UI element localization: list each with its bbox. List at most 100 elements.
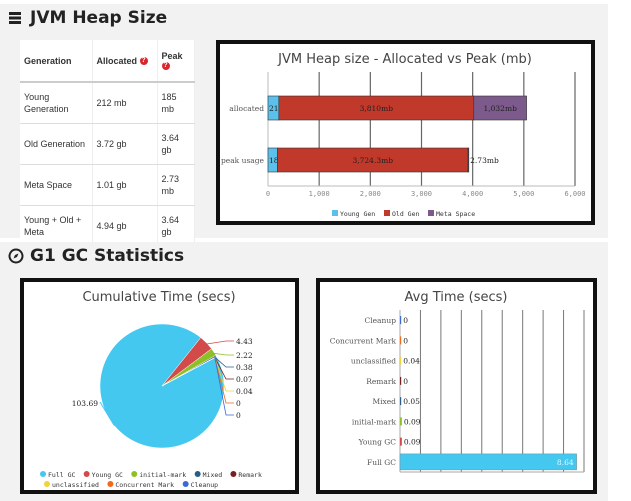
bar-segment[interactable]	[467, 147, 470, 173]
category-label: Remark	[366, 377, 396, 386]
leader-line	[212, 352, 234, 356]
category-label: initial-mark	[352, 417, 397, 426]
slice-label: 0	[236, 399, 241, 408]
gc-title: G1 GC Statistics	[30, 246, 185, 266]
data-label: 0.09	[404, 417, 421, 426]
category-label: allocated	[229, 104, 264, 113]
legend-label: Remark	[238, 471, 262, 479]
chart-title: JVM Heap size - Allocated vs Peak (mb)	[277, 52, 532, 67]
bar[interactable]	[400, 356, 402, 365]
bar-segment[interactable]	[277, 147, 469, 173]
category-label: unclassified	[351, 357, 396, 366]
bar[interactable]	[399, 453, 577, 471]
leader-line	[214, 357, 234, 392]
bar-segment[interactable]	[278, 95, 475, 121]
leader-line	[214, 356, 234, 368]
heap-chart-svg: JVM Heap size - Allocated vs Peak (mb) 0 1…	[221, 52, 586, 218]
legend-label: Full GC	[48, 471, 75, 479]
table-row: Old Generation 3.72 gb 3.64 gb	[20, 123, 195, 165]
x-tick-label: 6,000	[564, 190, 585, 198]
bar[interactable]	[400, 336, 402, 345]
slice-label: 0.38	[236, 363, 253, 372]
legend-swatch	[332, 210, 338, 216]
heap-table: Generation Allocated ? Peak? Young Gener…	[20, 40, 195, 247]
slice-label: 2.22	[236, 351, 253, 360]
legend-label: initial-mark	[139, 471, 186, 479]
legend-swatch	[83, 471, 90, 477]
table-row: Young Generation 212 mb 185 mb	[20, 82, 195, 124]
data-label: 0.05	[403, 397, 420, 406]
category-label: Concurrent Mark	[330, 336, 397, 345]
col-generation: Generation	[20, 40, 93, 83]
category-label: Cleanup	[364, 316, 396, 325]
legend-label: Mixed	[203, 471, 223, 479]
legend-label: Old Gen	[392, 210, 419, 218]
category-label: Full GC	[367, 458, 396, 467]
data-label: 8.64	[557, 458, 574, 467]
pie-slice[interactable]	[161, 356, 218, 387]
x-tick-label: 5,000	[513, 190, 534, 198]
legend-swatch	[44, 481, 50, 487]
col-allocated: Allocated ?	[92, 40, 158, 83]
x-tick-label: 4,000	[462, 190, 483, 198]
legend-swatch	[194, 471, 201, 477]
slice-label: 4.43	[236, 337, 253, 346]
legend-swatch	[131, 471, 138, 477]
heap-section-title: JVM Heap Size	[8, 8, 167, 28]
data-label: 0	[403, 336, 408, 345]
heap-title: JVM Heap Size	[30, 8, 168, 28]
table-row: Meta Space 1.01 gb 2.73 mb	[20, 164, 195, 206]
legend-swatch	[107, 481, 114, 487]
data-label: 3,810mb	[360, 104, 394, 113]
leader-line	[214, 357, 234, 380]
legend-swatch	[428, 210, 434, 216]
legend-label: Concurrent Mark	[115, 481, 174, 489]
chart-title: Avg Time (secs)	[405, 290, 508, 305]
gc-section-title: G1 GC Statistics	[8, 246, 184, 266]
category-label: peak usage	[221, 156, 265, 165]
x-tick-label: 2,000	[360, 190, 381, 198]
data-label: 2.73mb	[470, 156, 499, 165]
compass-icon	[8, 248, 24, 264]
cumulative-time-svg: Cumulative Time (secs) 103.69 4.43 2.22 0.38…	[40, 290, 262, 489]
data-label: 0.04	[403, 357, 420, 366]
data-label: 0.09	[404, 438, 421, 447]
leader-line	[214, 357, 234, 404]
help-icon[interactable]: ?	[161, 62, 170, 71]
server-icon	[9, 12, 21, 24]
legend-label: Meta Space	[436, 210, 475, 218]
x-tick-label: 3,000	[411, 190, 432, 198]
legend-swatch	[182, 481, 189, 487]
bar-segment[interactable]	[473, 95, 527, 121]
chart-title: Cumulative Time (secs)	[82, 290, 235, 305]
slice-label: 0.04	[236, 387, 253, 396]
legend-swatch	[40, 471, 46, 477]
slice-label: 0.07	[236, 375, 253, 384]
data-label: 1,032mb	[483, 104, 517, 113]
col-peak: Peak?	[157, 40, 195, 83]
data-label: 0	[403, 316, 408, 325]
bar[interactable]	[400, 316, 402, 325]
legend-label: Young GC	[92, 471, 123, 479]
heap-chart: JVM Heap size - Allocated vs Peak (mb) 0 1…	[216, 40, 595, 225]
data-label: 0	[403, 377, 408, 386]
category-label: Mixed	[372, 397, 396, 406]
bar[interactable]	[400, 376, 402, 385]
bar[interactable]	[400, 417, 402, 426]
bar[interactable]	[400, 397, 402, 406]
x-tick-label: 1,000	[309, 190, 330, 198]
category-label: Young GC	[358, 438, 397, 447]
slice-label: 103.69	[72, 399, 98, 408]
data-label: 3,724.3mb	[352, 156, 393, 165]
help-icon[interactable]: ?	[139, 57, 148, 66]
table-row: Young + Old + Meta 4.94 gb 3.64 gb	[20, 205, 195, 247]
leader-line	[205, 340, 234, 345]
leader-line	[99, 401, 115, 426]
cumulative-time-chart: Cumulative Time (secs) 103.69 4.43 2.22 0.38…	[20, 278, 299, 494]
leader-line	[214, 357, 234, 416]
x-tick-label: 0	[266, 190, 270, 198]
legend-label: unclassified	[52, 481, 99, 489]
bar[interactable]	[400, 437, 402, 446]
avg-time-svg: Avg Time (secs) Cleanup 0 Concurrent Mark 0 u…	[330, 290, 585, 473]
slice-label: 0	[236, 411, 241, 420]
